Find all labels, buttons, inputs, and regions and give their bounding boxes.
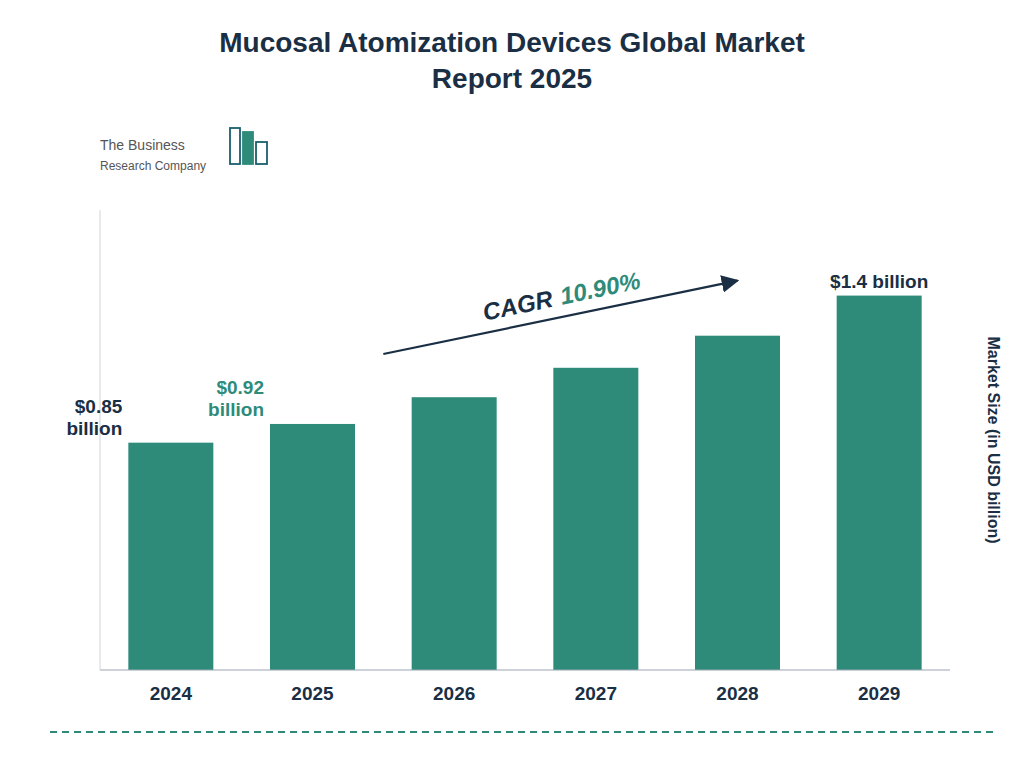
cagr-label: CAGR	[480, 285, 555, 326]
cagr: CAGR10.90%	[480, 267, 642, 326]
annotation: $0.92billion	[208, 377, 264, 420]
background	[0, 0, 1024, 768]
annotation: $1.4 billion	[830, 271, 928, 292]
bar	[837, 296, 922, 670]
logo-text: The Business	[100, 137, 185, 153]
y-axis-label: Market Size (in USD billion)	[985, 336, 1002, 543]
annotation: $0.85billion	[66, 396, 122, 439]
logo-icon	[243, 132, 253, 164]
x-axis-line	[100, 670, 950, 671]
bar	[553, 368, 638, 670]
x-tick-label: 2028	[716, 683, 758, 704]
chart: Mucosal Atomization Devices Global Marke…	[0, 0, 1024, 768]
x-tick-label: 2029	[858, 683, 900, 704]
bar	[270, 424, 355, 670]
bar	[128, 443, 213, 670]
x-tick-label: 2025	[291, 683, 334, 704]
y-axis-line	[100, 210, 101, 670]
logo-icon	[230, 128, 240, 164]
logo: The Business Research Company	[100, 128, 267, 173]
border-line	[50, 731, 994, 733]
title: Mucosal Atomization Devices Global Marke…	[219, 27, 805, 94]
x-tick-label: 2024	[150, 683, 193, 704]
x-tick-label: 2026	[433, 683, 475, 704]
logo-icon	[256, 142, 267, 164]
bar	[695, 336, 780, 670]
bars	[128, 296, 921, 670]
cagr-value: 10.90%	[557, 267, 642, 310]
x-tick-label: 2027	[575, 683, 617, 704]
bar	[412, 397, 497, 670]
logo-text: Research Company	[100, 159, 206, 173]
